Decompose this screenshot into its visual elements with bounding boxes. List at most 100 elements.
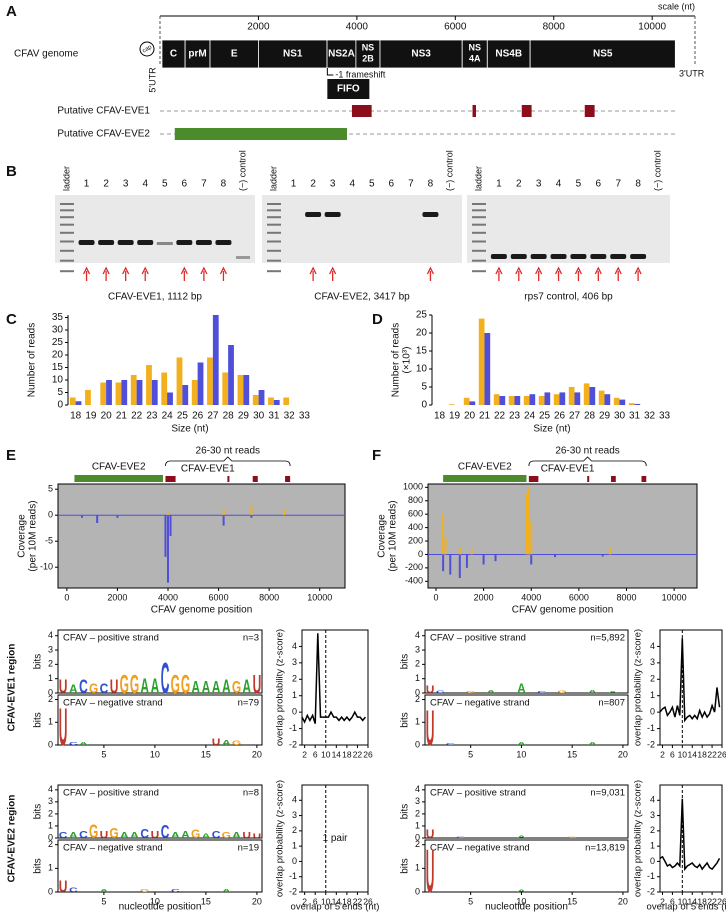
gene-label: C	[170, 49, 177, 60]
z-x-label: overlap of 5′ends (nt)	[291, 902, 380, 913]
bar	[598, 390, 605, 405]
band	[610, 254, 627, 259]
z-frame	[659, 629, 723, 746]
lane-label: 6	[389, 179, 395, 190]
logo-letter: U	[426, 828, 435, 841]
bar	[222, 372, 229, 405]
bar	[553, 394, 560, 405]
scale-tick-label: 2000	[247, 22, 270, 33]
logo-letter: A	[588, 689, 597, 694]
ladder-band	[472, 216, 486, 219]
bar	[493, 394, 500, 405]
fifo-label: FIFO	[337, 84, 360, 95]
bracket	[165, 456, 291, 467]
x-tick-label: 27	[207, 411, 219, 422]
ladder-band	[267, 216, 281, 219]
bar	[583, 383, 590, 405]
y-tick-label: 1000	[403, 482, 423, 492]
bar	[176, 357, 183, 405]
x-tick-label: 14	[332, 749, 342, 759]
y-tick-label: 2	[48, 808, 53, 818]
y-axis-label-2: (per 10M reads)	[388, 500, 399, 571]
y-tick-label: 0	[48, 832, 53, 842]
bar	[228, 345, 234, 405]
arrow	[574, 266, 583, 281]
band	[176, 240, 193, 245]
x-tick-label: 10	[678, 749, 688, 759]
logo-letter: A	[242, 676, 251, 698]
arrow	[594, 266, 602, 281]
gene	[461, 39, 488, 69]
y-tick-label: 2	[650, 825, 655, 835]
z-frame	[659, 784, 723, 893]
y-tick-label: 0	[418, 549, 423, 559]
logo-title: CFAV – negative strand	[63, 843, 163, 854]
logo-letter: U	[110, 676, 119, 698]
y-tick-label: 0	[48, 687, 53, 697]
logo-letter: G	[89, 680, 98, 696]
gene-label: NS	[362, 42, 375, 52]
x-tick-label: 26	[554, 411, 566, 422]
logo-letter: A	[222, 739, 231, 747]
z-line	[659, 638, 721, 723]
logo-letter: U	[59, 698, 68, 757]
gene-label: NS1	[283, 49, 303, 60]
x-tick-label: 28	[223, 411, 235, 422]
arrow	[329, 266, 337, 281]
panel-letter: E	[6, 447, 16, 464]
logo-letter: C	[69, 741, 78, 746]
eve2-label: Putative CFAV-EVE2	[57, 129, 150, 140]
lane-label: 1	[291, 179, 297, 190]
eve1-header-label: CFAV-EVE1	[181, 464, 235, 475]
y-tick-label: 2	[48, 839, 53, 849]
y-tick-label: 2	[292, 674, 297, 684]
x-tick-label: 29	[238, 411, 250, 422]
logo-frame	[424, 629, 629, 694]
region-label: CFAV-EVE2 region	[7, 795, 18, 883]
logo-letter: A	[120, 832, 129, 841]
reads-label: 26-30 nt reads	[196, 446, 261, 457]
y-tick-label: 1	[292, 841, 297, 851]
bar	[463, 397, 470, 405]
logo-letter: G	[557, 689, 566, 693]
fifo-box	[327, 79, 370, 99]
x-tick-label: 22	[353, 896, 363, 906]
arrow	[554, 266, 563, 281]
x-tick-label: 22	[707, 749, 717, 759]
y-tick-label: -1	[289, 871, 297, 881]
x-tick-label: 6	[670, 896, 675, 906]
arrow	[614, 266, 622, 281]
y-tick-label: 1	[48, 820, 53, 830]
x-tick-label: 2	[660, 896, 665, 906]
bar	[619, 399, 626, 405]
x-tick-label: 10	[516, 749, 526, 759]
ladder-band	[60, 259, 74, 262]
ladder-band	[267, 203, 281, 205]
bar	[273, 400, 280, 405]
x-tick-label: 22	[707, 896, 717, 906]
y-tick-label: 0	[57, 400, 63, 411]
bar	[121, 380, 128, 405]
x-tick-label: 10	[150, 749, 160, 759]
logo-letter: A	[79, 741, 88, 746]
frameshift-label: -1 frameshift	[335, 69, 386, 79]
y-tick-label: 3	[415, 644, 420, 654]
lane-label: 7	[615, 179, 621, 190]
lane-label: 2	[516, 179, 522, 190]
band	[137, 240, 154, 245]
x-tick-label: 27	[569, 411, 581, 422]
logo-letter: U	[242, 832, 251, 841]
gel	[467, 195, 670, 263]
y-tick-label: 2	[650, 674, 655, 684]
ladder-band	[472, 270, 486, 273]
control-band	[236, 256, 250, 259]
x-tick-label: 5	[468, 896, 473, 906]
logo-letter: C	[446, 742, 456, 746]
logo-letter: A	[130, 832, 139, 841]
logo-letter: A	[151, 673, 160, 698]
eve1-header	[587, 476, 590, 482]
region-label: CFAV-EVE1 region	[7, 644, 18, 732]
y-tick-label: 3	[292, 810, 297, 820]
logo-letter: U	[253, 833, 262, 840]
logo-letter: A	[69, 682, 78, 696]
